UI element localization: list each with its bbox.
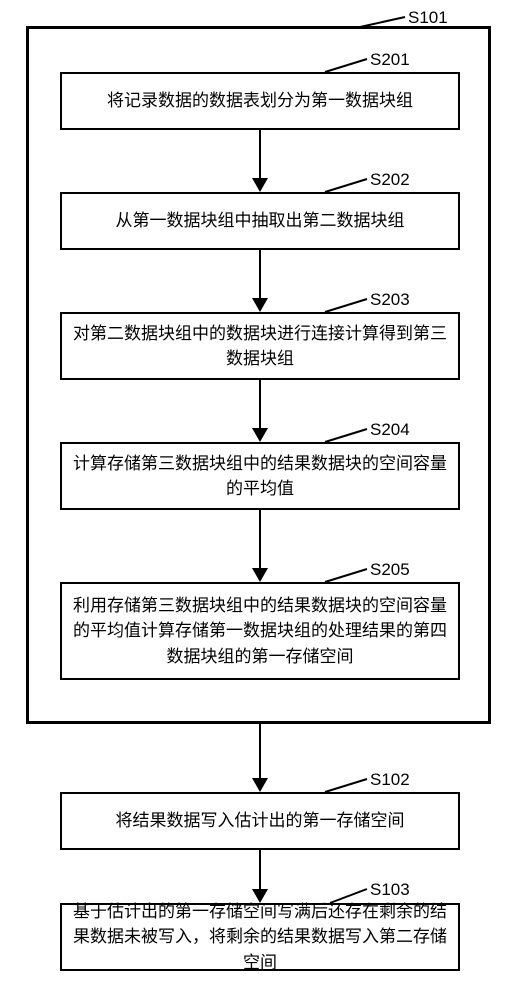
arrow-6: [0, 0, 517, 1000]
